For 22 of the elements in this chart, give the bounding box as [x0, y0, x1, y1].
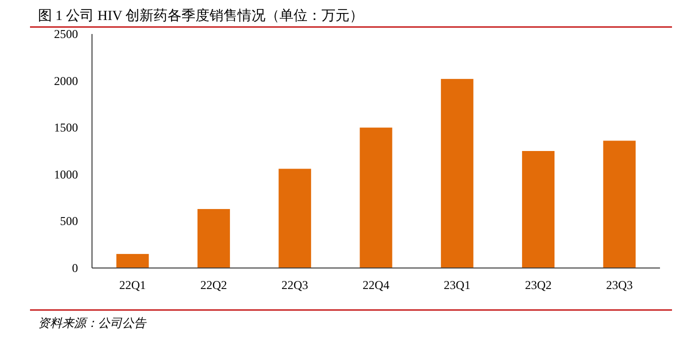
bar — [278, 168, 312, 268]
x-tick-label: 23Q3 — [606, 278, 633, 292]
y-tick-label: 2500 — [54, 27, 78, 41]
bar — [360, 128, 392, 268]
x-tick-label: 23Q2 — [524, 278, 552, 292]
y-tick-label: 1500 — [54, 120, 78, 135]
text: 资料来源：公司公告 — [38, 316, 147, 330]
bar — [440, 78, 474, 268]
bar — [522, 151, 555, 268]
y-tick-label: 500 — [60, 214, 78, 228]
x-tick-label: 23Q1 — [444, 278, 470, 292]
bar — [197, 209, 230, 268]
y-tick-label: 0 — [72, 261, 78, 275]
bar — [116, 254, 149, 268]
x-tick-label: 22Q3 — [282, 278, 308, 292]
x-tick-label: 22Q2 — [200, 278, 228, 292]
bar — [603, 140, 636, 268]
x-tick-label: 22Q4 — [362, 278, 390, 292]
x-tick-label: 22Q1 — [119, 278, 146, 292]
y-tick-label: 1000 — [54, 167, 78, 182]
chart-title: 图 1 公司 HIV 创新药各季度销售情况（单位：万元） — [38, 8, 364, 24]
y-tick-label: 2000 — [54, 74, 78, 88]
